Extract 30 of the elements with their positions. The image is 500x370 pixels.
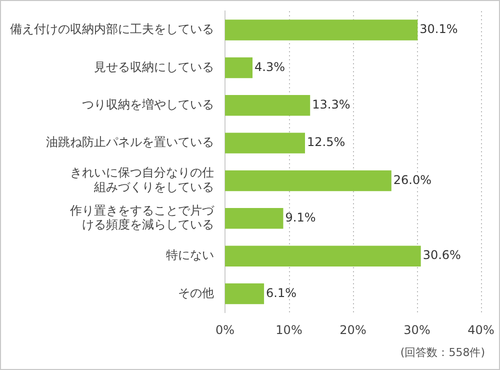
x-tick-label: 10%: [276, 322, 302, 337]
bar: [225, 208, 284, 229]
data-label: 12.5%: [307, 135, 346, 150]
y-tick-label: 油跳ね防止パネルを置いている: [46, 135, 214, 150]
x-tick-label: 40%: [468, 322, 494, 337]
y-tick-label: 備え付けの収納内部に工夫をしている: [10, 22, 214, 36]
bar: [225, 246, 421, 266]
data-label: 13.3%: [312, 98, 350, 112]
data-label: 26.0%: [393, 172, 432, 187]
x-tick-label: 0%: [215, 322, 235, 337]
x-tick-label: 30%: [404, 322, 430, 337]
bar: [225, 20, 418, 40]
y-tick-label: 特にない: [166, 248, 214, 262]
data-label: 30.1%: [420, 22, 458, 36]
data-label: 4.3%: [254, 60, 286, 74]
y-tick-label: その他: [178, 286, 214, 300]
bar: [225, 283, 264, 304]
data-label: 9.1%: [285, 210, 316, 225]
data-label: 6.1%: [266, 286, 297, 300]
bar: [225, 57, 253, 78]
x-tick-label: 20%: [340, 322, 366, 337]
y-tick-label: つり収納を増やしている: [82, 98, 214, 112]
bar: [225, 132, 305, 154]
y-tick-label: きれいに保つ自分なりの仕組みづくりをしている: [70, 166, 214, 194]
bar: [225, 95, 310, 116]
y-tick-label: 見せる収納にしている: [94, 60, 214, 74]
data-label: 30.6%: [422, 248, 461, 262]
bar: [225, 170, 392, 192]
y-tick-label: 作り置きをすることで片づける頻度を減らしている: [69, 203, 215, 232]
text: (回答数：558件): [400, 345, 485, 360]
